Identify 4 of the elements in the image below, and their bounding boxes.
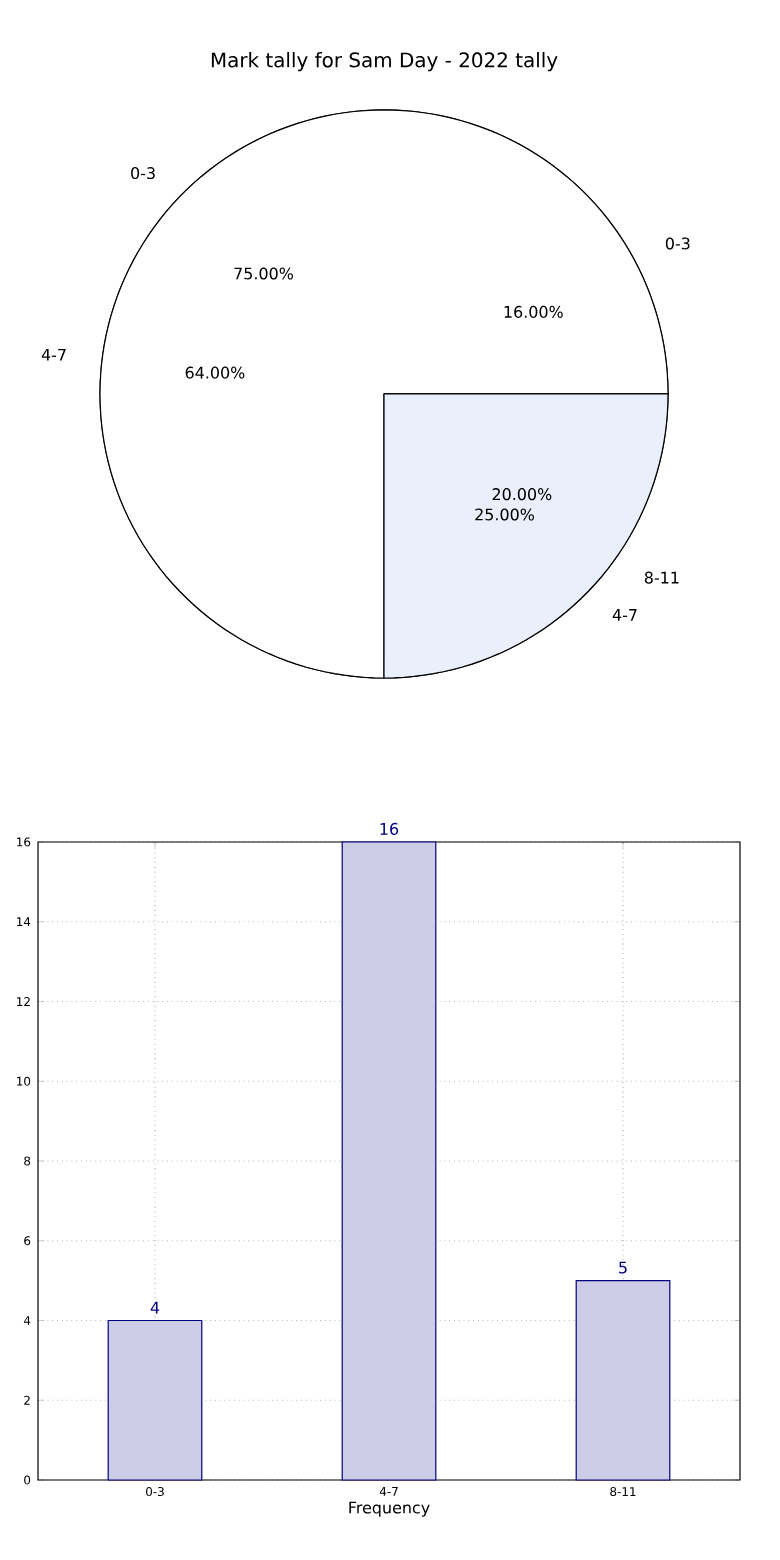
bar bbox=[575, 1280, 671, 1481]
bar bbox=[107, 1319, 203, 1481]
bar bbox=[341, 841, 437, 1481]
chart-title: Mark tally for Sam Day - 2022 tally bbox=[211, 52, 558, 72]
